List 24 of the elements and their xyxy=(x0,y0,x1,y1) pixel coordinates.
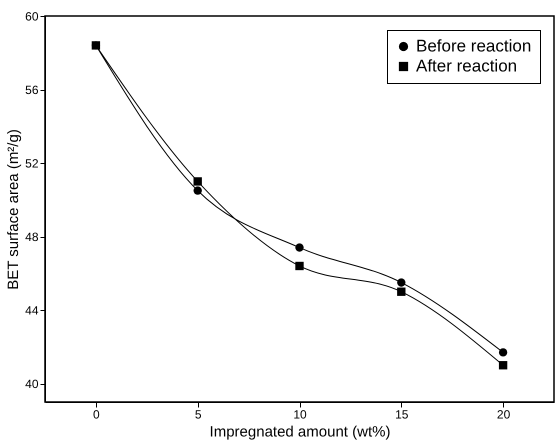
y-tick-label: 40 xyxy=(25,377,39,392)
y-tick-label: 44 xyxy=(25,304,39,318)
y-axis-title: BET surface area (m²/g) xyxy=(5,129,22,290)
y-tick-label: 60 xyxy=(25,10,39,24)
x-tick-label: 20 xyxy=(496,408,511,422)
legend-label: After reaction xyxy=(416,56,518,76)
legend-label: Before reaction xyxy=(416,36,532,56)
x-tick-label: 5 xyxy=(194,408,202,422)
y-tick-label: 52 xyxy=(25,156,39,171)
point xyxy=(397,278,406,287)
point xyxy=(397,288,406,296)
y-tick-label: 56 xyxy=(25,83,39,98)
point xyxy=(498,361,508,370)
x-tick-label: 0 xyxy=(93,408,100,422)
point xyxy=(498,348,508,357)
point xyxy=(295,243,304,252)
x-axis-title: Impregnated amount (wt%) xyxy=(210,424,390,440)
x-tick-label: 15 xyxy=(395,408,409,422)
point xyxy=(194,177,202,186)
point xyxy=(295,262,304,270)
y-tick-label: 48 xyxy=(25,230,39,244)
point xyxy=(92,41,100,50)
x-tick-label: 10 xyxy=(293,408,307,422)
point xyxy=(194,186,202,195)
